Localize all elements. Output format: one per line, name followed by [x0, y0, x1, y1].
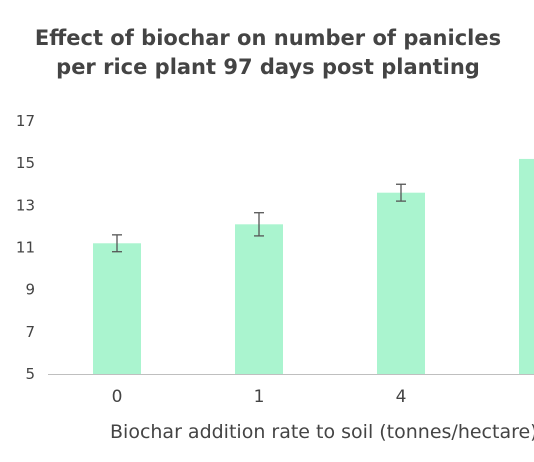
bar	[377, 192, 425, 374]
x-tick-label: 1	[254, 387, 265, 407]
y-axis-ticks: 5 7 9 11 13 15 17	[16, 112, 35, 383]
bars	[93, 158, 534, 374]
error-bars	[112, 183, 406, 253]
y-tick-label: 11	[16, 239, 35, 257]
x-tick-label: 4	[396, 387, 407, 407]
bar	[93, 243, 141, 374]
bar	[519, 158, 534, 374]
y-tick-label: 17	[16, 112, 35, 130]
x-axis-label: Biochar addition rate to soil (tonnes/he…	[110, 421, 534, 443]
y-tick-label: 15	[16, 154, 35, 172]
error-bar	[254, 212, 264, 237]
chart-title-line-2: per rice plant 97 days post planting	[56, 55, 480, 79]
error-bar	[112, 234, 122, 253]
bar	[235, 224, 283, 374]
x-axis-ticks: 0148	[112, 387, 407, 407]
chart-title-line-1: Effect of biochar on number of panicles	[35, 26, 501, 50]
y-tick-label: 5	[25, 365, 35, 383]
x-tick-label: 0	[112, 387, 123, 407]
y-tick-label: 7	[25, 323, 35, 341]
y-tick-label: 13	[16, 196, 35, 214]
error-bar	[396, 183, 406, 202]
y-tick-label: 9	[25, 281, 35, 299]
